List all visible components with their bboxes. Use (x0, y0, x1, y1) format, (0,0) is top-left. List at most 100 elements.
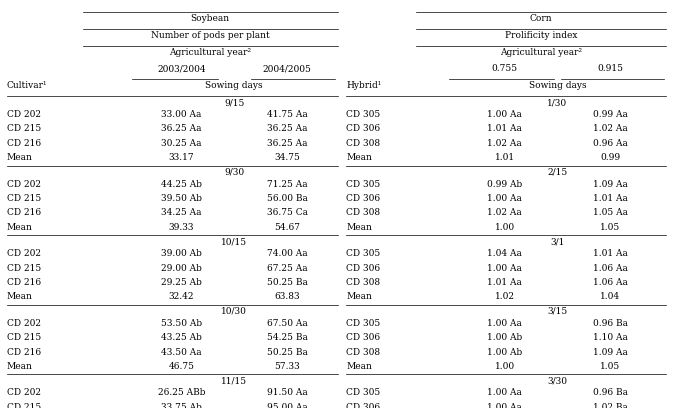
Text: 30.25 Aa: 30.25 Aa (162, 139, 202, 148)
Text: 44.25 Ab: 44.25 Ab (161, 180, 202, 188)
Text: 95.00 Aa: 95.00 Aa (267, 403, 308, 408)
Text: 33.75 Ab: 33.75 Ab (161, 403, 202, 408)
Text: 43.50 Aa: 43.50 Aa (162, 348, 202, 357)
Text: 36.25 Aa: 36.25 Aa (162, 124, 202, 133)
Text: CD 306: CD 306 (347, 124, 380, 133)
Text: CD 215: CD 215 (7, 403, 41, 408)
Text: CD 216: CD 216 (7, 278, 41, 287)
Text: CD 306: CD 306 (347, 333, 380, 342)
Text: 39.50 Ab: 39.50 Ab (161, 194, 202, 203)
Text: 39.33: 39.33 (169, 223, 194, 232)
Text: 1.05 Aa: 1.05 Aa (593, 208, 628, 217)
Text: Sowing days: Sowing days (528, 81, 586, 90)
Text: Mean: Mean (7, 153, 32, 162)
Text: 10/30: 10/30 (221, 307, 247, 316)
Text: 1.04 Aa: 1.04 Aa (487, 249, 522, 258)
Text: CD 216: CD 216 (7, 208, 41, 217)
Text: Mean: Mean (347, 223, 372, 232)
Text: Mean: Mean (7, 293, 32, 302)
Text: CD 202: CD 202 (7, 388, 41, 397)
Text: 43.25 Ab: 43.25 Ab (161, 333, 202, 342)
Text: CD 308: CD 308 (347, 278, 380, 287)
Text: 1.00: 1.00 (495, 362, 515, 371)
Text: 0.99 Aa: 0.99 Aa (593, 110, 628, 119)
Text: 1.00 Aa: 1.00 Aa (487, 194, 522, 203)
Text: 71.25 Aa: 71.25 Aa (267, 180, 308, 188)
Text: 54.25 Ba: 54.25 Ba (267, 333, 308, 342)
Text: Soybean: Soybean (190, 14, 229, 23)
Text: 33.17: 33.17 (169, 153, 194, 162)
Text: Mean: Mean (347, 293, 372, 302)
Text: 9/15: 9/15 (224, 98, 244, 107)
Text: 36.25 Aa: 36.25 Aa (267, 124, 308, 133)
Text: 26.25 ABb: 26.25 ABb (157, 388, 205, 397)
Text: CD 305: CD 305 (347, 249, 381, 258)
Text: 1.09 Aa: 1.09 Aa (593, 180, 628, 188)
Text: 1.06 Aa: 1.06 Aa (593, 264, 628, 273)
Text: 46.75: 46.75 (168, 362, 194, 371)
Text: 1.02: 1.02 (495, 293, 515, 302)
Text: 1.01 Aa: 1.01 Aa (487, 124, 522, 133)
Text: CD 306: CD 306 (347, 194, 380, 203)
Text: 41.75 Aa: 41.75 Aa (267, 110, 308, 119)
Text: Agricultural year²: Agricultural year² (500, 48, 582, 57)
Text: 1.01 Aa: 1.01 Aa (593, 249, 628, 258)
Text: 1.00 Aa: 1.00 Aa (487, 110, 522, 119)
Text: 2003/2004: 2003/2004 (157, 64, 206, 73)
Text: 1.02 Ba: 1.02 Ba (593, 403, 628, 408)
Text: 74.00 Aa: 74.00 Aa (267, 249, 308, 258)
Text: 1.00: 1.00 (495, 223, 515, 232)
Text: CD 202: CD 202 (7, 110, 41, 119)
Text: 1.04: 1.04 (600, 293, 621, 302)
Text: 1.02 Aa: 1.02 Aa (593, 124, 628, 133)
Text: CD 215: CD 215 (7, 333, 41, 342)
Text: CD 215: CD 215 (7, 194, 41, 203)
Text: CD 308: CD 308 (347, 139, 380, 148)
Text: Mean: Mean (7, 223, 32, 232)
Text: 2/15: 2/15 (547, 168, 567, 177)
Text: 1.02 Aa: 1.02 Aa (487, 208, 522, 217)
Text: CD 202: CD 202 (7, 249, 41, 258)
Text: CD 202: CD 202 (7, 319, 41, 328)
Text: 50.25 Ba: 50.25 Ba (267, 278, 308, 287)
Text: 3/15: 3/15 (547, 307, 567, 316)
Text: 1.00 Ab: 1.00 Ab (487, 333, 522, 342)
Text: 0.96 Ba: 0.96 Ba (593, 388, 628, 397)
Text: CD 305: CD 305 (347, 319, 381, 328)
Text: Agricultural year²: Agricultural year² (169, 48, 251, 57)
Text: 9/30: 9/30 (224, 168, 244, 177)
Text: 1.01: 1.01 (495, 153, 515, 162)
Text: Mean: Mean (7, 362, 32, 371)
Text: 1.00 Aa: 1.00 Aa (487, 388, 522, 397)
Text: 36.75 Ca: 36.75 Ca (267, 208, 308, 217)
Text: 29.25 Ab: 29.25 Ab (161, 278, 202, 287)
Text: 56.00 Ba: 56.00 Ba (267, 194, 308, 203)
Text: 63.83: 63.83 (274, 293, 300, 302)
Text: CD 216: CD 216 (7, 139, 41, 148)
Text: 39.00 Ab: 39.00 Ab (161, 249, 202, 258)
Text: 1/30: 1/30 (547, 98, 567, 107)
Text: CD 308: CD 308 (347, 348, 380, 357)
Text: 1.09 Aa: 1.09 Aa (593, 348, 628, 357)
Text: 1.05: 1.05 (600, 362, 621, 371)
Text: 1.02 Aa: 1.02 Aa (487, 139, 522, 148)
Text: 1.01 Aa: 1.01 Aa (487, 278, 522, 287)
Text: 0.755: 0.755 (491, 64, 518, 73)
Text: CD 305: CD 305 (347, 110, 381, 119)
Text: 0.99 Ab: 0.99 Ab (487, 180, 522, 188)
Text: CD 215: CD 215 (7, 264, 41, 273)
Text: 53.50 Ab: 53.50 Ab (161, 319, 202, 328)
Text: 1.01 Aa: 1.01 Aa (593, 194, 628, 203)
Text: 1.00 Aa: 1.00 Aa (487, 319, 522, 328)
Text: 50.25 Ba: 50.25 Ba (267, 348, 308, 357)
Text: 34.75: 34.75 (274, 153, 300, 162)
Text: 57.33: 57.33 (274, 362, 300, 371)
Text: 1.05: 1.05 (600, 223, 621, 232)
Text: 33.00 Aa: 33.00 Aa (162, 110, 202, 119)
Text: 0.96 Aa: 0.96 Aa (593, 139, 628, 148)
Text: CD 308: CD 308 (347, 208, 380, 217)
Text: 36.25 Aa: 36.25 Aa (267, 139, 308, 148)
Text: 67.25 Aa: 67.25 Aa (267, 264, 308, 273)
Text: 11/15: 11/15 (221, 376, 248, 385)
Text: 3/30: 3/30 (547, 376, 567, 385)
